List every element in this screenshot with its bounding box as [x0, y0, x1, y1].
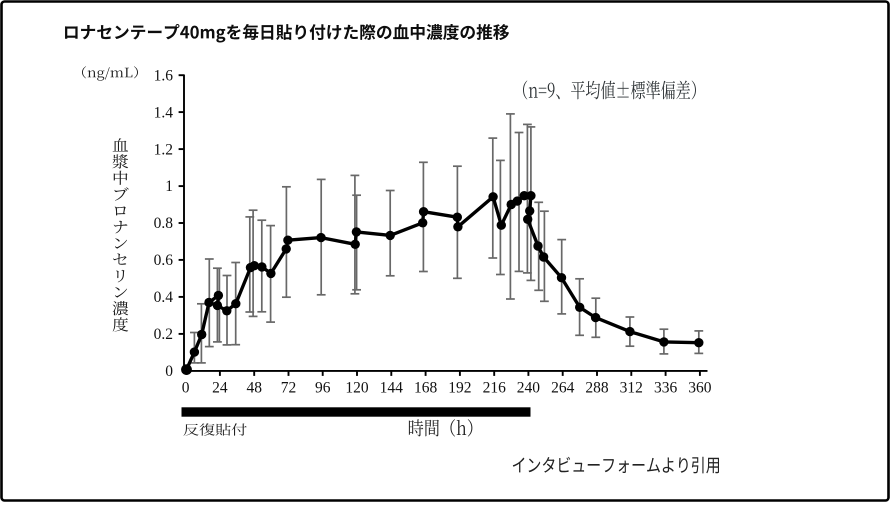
svg-text:336: 336: [654, 379, 678, 396]
svg-text:1: 1: [165, 178, 173, 195]
svg-text:312: 312: [620, 379, 643, 396]
svg-text:0.4: 0.4: [154, 289, 174, 306]
svg-text:120: 120: [345, 379, 369, 396]
svg-text:0.6: 0.6: [154, 252, 174, 269]
svg-text:360: 360: [688, 379, 712, 396]
svg-text:1.6: 1.6: [154, 67, 174, 84]
svg-text:168: 168: [414, 379, 438, 396]
svg-text:0: 0: [165, 363, 173, 380]
svg-text:0: 0: [182, 379, 190, 396]
svg-text:96: 96: [315, 379, 331, 396]
svg-text:1.4: 1.4: [154, 104, 174, 121]
svg-text:0.2: 0.2: [154, 326, 173, 343]
svg-text:24: 24: [212, 379, 228, 396]
svg-text:192: 192: [448, 379, 471, 396]
svg-text:144: 144: [380, 379, 404, 396]
svg-text:216: 216: [483, 379, 507, 396]
svg-text:48: 48: [246, 379, 262, 396]
svg-text:240: 240: [517, 379, 541, 396]
svg-text:264: 264: [551, 379, 575, 396]
svg-text:0.8: 0.8: [154, 215, 174, 232]
svg-text:288: 288: [585, 379, 609, 396]
svg-text:1.2: 1.2: [154, 141, 173, 158]
svg-text:72: 72: [281, 379, 297, 396]
